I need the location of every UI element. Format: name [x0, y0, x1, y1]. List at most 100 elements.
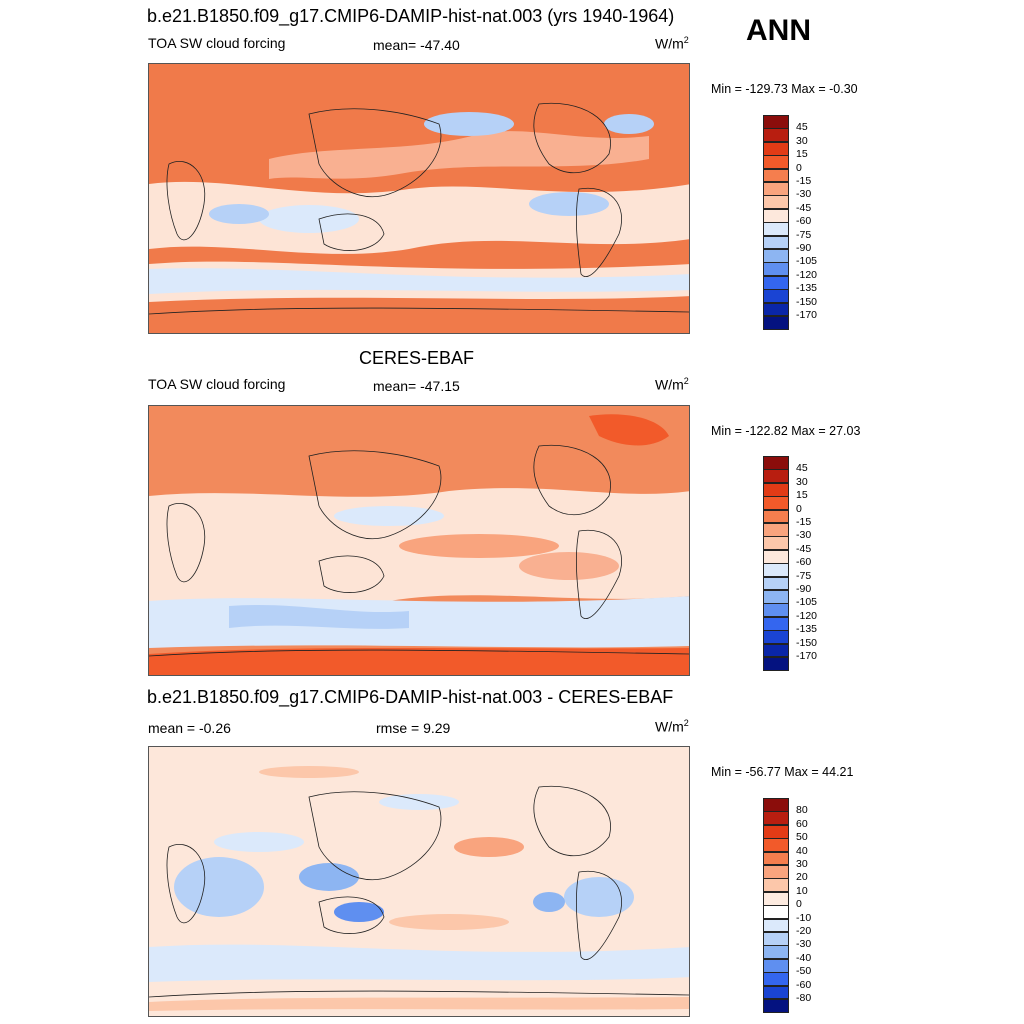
colorbar-swatch [763, 235, 789, 250]
panel1-colorbar [763, 115, 789, 330]
colorbar-swatch [763, 851, 789, 866]
colorbar-swatch [763, 469, 789, 484]
colorbar-level-label: 0 [796, 161, 802, 174]
colorbar-level-label: -60 [796, 215, 812, 228]
colorbar-swatch [763, 275, 789, 290]
colorbar-level-label: -105 [796, 596, 818, 609]
colorbar-swatch [763, 985, 789, 1000]
colorbar-level-label: 45 [796, 462, 808, 475]
panel2-mean-label: mean= -47.15 [373, 378, 460, 394]
colorbar-swatch [763, 509, 789, 524]
colorbar-level-label: 30 [796, 134, 808, 147]
colorbar-swatch [763, 891, 789, 906]
panel3-colorbar [763, 798, 789, 1013]
colorbar-swatch [763, 563, 789, 578]
panel1-minmax: Min = -129.73 Max = -0.30 [711, 82, 858, 96]
colorbar-swatch [763, 603, 789, 618]
colorbar-level-label: 30 [796, 475, 808, 488]
colorbar-swatch [763, 905, 789, 920]
panel2-minmax: Min = -122.82 Max = 27.03 [711, 424, 861, 438]
panel2-variable-label: TOA SW cloud forcing [148, 376, 286, 392]
colorbar-level-label: -135 [796, 282, 818, 295]
colorbar-level-label: -15 [796, 175, 812, 187]
colorbar-level-label: 50 [796, 831, 808, 844]
colorbar-swatch [763, 865, 789, 879]
colorbar-level-label: 60 [796, 817, 808, 830]
colorbar-level-label: -120 [796, 268, 818, 281]
colorbar-level-label: -75 [796, 228, 812, 241]
season-title: ANN [746, 14, 811, 47]
colorbar-swatch [763, 168, 789, 183]
colorbar-level-label: -90 [796, 242, 812, 254]
panel3-rmse-label: rmse = 9.29 [376, 720, 451, 736]
panel3-mean-label: mean = -0.26 [148, 720, 231, 736]
colorbar-swatch [763, 918, 789, 933]
colorbar-swatch [763, 590, 789, 604]
colorbar-swatch [763, 208, 789, 223]
colorbar-level-label: 15 [796, 148, 808, 161]
colorbar-swatch [763, 616, 789, 631]
colorbar-swatch [763, 945, 789, 960]
colorbar-swatch [763, 824, 789, 839]
colorbar-level-label: -30 [796, 188, 812, 201]
colorbar-swatch [763, 262, 789, 277]
panel3-title: b.e21.B1850.f09_g17.CMIP6-DAMIP-hist-nat… [147, 687, 674, 707]
colorbar-level-label: -60 [796, 556, 812, 569]
colorbar-swatch [763, 549, 789, 564]
colorbar-level-label: -15 [796, 516, 812, 528]
panel1-map [148, 63, 690, 334]
colorbar-swatch [763, 630, 789, 645]
colorbar-level-label: 10 [796, 884, 808, 897]
colorbar-level-label: 0 [796, 898, 802, 911]
panel2-map [148, 405, 690, 676]
colorbar-swatch [763, 972, 789, 987]
colorbar-swatch [763, 798, 789, 812]
colorbar-swatch [763, 456, 789, 470]
colorbar-swatch [763, 811, 789, 826]
colorbar-level-label: -105 [796, 255, 818, 268]
colorbar-level-label: -170 [796, 650, 818, 662]
colorbar-level-label: 80 [796, 804, 808, 817]
colorbar-level-label: -30 [796, 938, 812, 951]
panel3-minmax: Min = -56.77 Max = 44.21 [711, 765, 854, 779]
panel2-title: CERES-EBAF [359, 348, 475, 368]
colorbar-swatch [763, 999, 789, 1013]
colorbar-swatch [763, 878, 789, 893]
colorbar-swatch [763, 496, 789, 511]
colorbar-level-label: -30 [796, 529, 812, 542]
colorbar-level-label: -50 [796, 965, 812, 978]
colorbar-level-label: -170 [796, 309, 818, 321]
colorbar-level-label: -45 [796, 542, 812, 555]
colorbar-level-label: 30 [796, 858, 808, 870]
colorbar-level-label: 15 [796, 489, 808, 502]
panel1-variable-label: TOA SW cloud forcing [148, 35, 286, 51]
colorbar-level-label: -60 [796, 978, 812, 991]
panel2-units: W/m2 [655, 376, 689, 393]
colorbar-level-label: 20 [796, 871, 808, 884]
colorbar-level-label: -40 [796, 951, 812, 964]
colorbar-swatch [763, 249, 789, 263]
colorbar-level-label: -150 [796, 295, 818, 308]
colorbar-level-label: 40 [796, 844, 808, 857]
colorbar-level-label: -135 [796, 623, 818, 636]
colorbar-swatch [763, 838, 789, 853]
colorbar-swatch [763, 115, 789, 129]
colorbar-swatch [763, 128, 789, 143]
colorbar-level-label: -75 [796, 569, 812, 582]
colorbar-swatch [763, 932, 789, 946]
panel1-units: W/m2 [655, 35, 689, 52]
panel3-map [148, 746, 690, 1017]
colorbar-level-label: 45 [796, 121, 808, 134]
panel1-mean-label: mean= -47.40 [373, 37, 460, 53]
colorbar-swatch [763, 536, 789, 551]
colorbar-swatch [763, 182, 789, 196]
colorbar-level-label: -150 [796, 636, 818, 649]
colorbar-level-label: -45 [796, 201, 812, 214]
colorbar-swatch [763, 289, 789, 304]
colorbar-level-label: -20 [796, 925, 812, 937]
colorbar-swatch [763, 155, 789, 170]
colorbar-swatch [763, 643, 789, 658]
colorbar-swatch [763, 523, 789, 537]
colorbar-level-label: 0 [796, 502, 802, 515]
panel1-title: b.e21.B1850.f09_g17.CMIP6-DAMIP-hist-nat… [147, 6, 675, 26]
